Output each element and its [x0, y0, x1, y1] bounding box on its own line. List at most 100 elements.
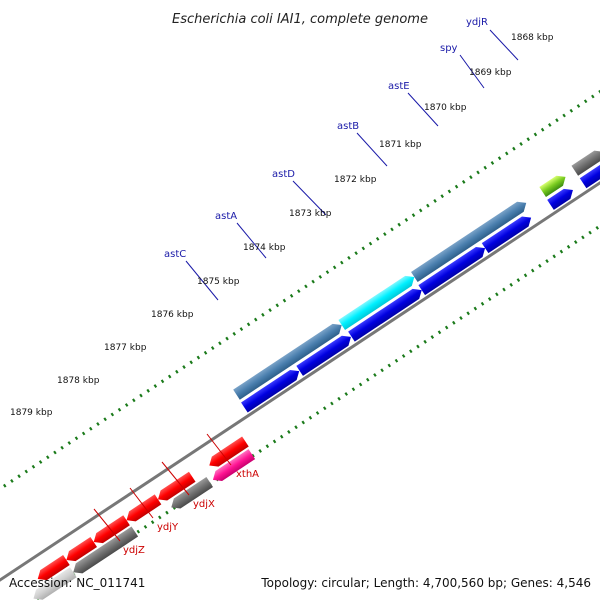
tick-mark: [588, 230, 592, 235]
tick-mark: [232, 331, 236, 336]
leader-line: [407, 92, 439, 127]
forward-gene-arrow: [571, 150, 600, 176]
tick-mark: [426, 203, 430, 208]
tick-mark: [509, 282, 513, 287]
leader-line: [129, 487, 154, 519]
tick-mark: [10, 479, 14, 483]
tick-mark: [38, 460, 43, 464]
forward-gene-arrow: [539, 175, 566, 198]
tick-mark: [538, 263, 542, 268]
tick-mark: [483, 165, 487, 170]
tick-mark: [287, 430, 291, 434]
tick-mark: [440, 194, 444, 199]
tick-mark: [153, 384, 158, 388]
tick-mark: [330, 401, 334, 406]
tick-mark: [454, 184, 459, 189]
gene-features: [33, 150, 600, 600]
tick-mark: [103, 417, 107, 422]
kbp-label: 1872 kbp: [334, 175, 377, 185]
tick-mark: [203, 350, 208, 355]
tick-mark: [397, 222, 401, 227]
tick-mark: [595, 225, 600, 230]
tick-mark: [60, 445, 64, 450]
leader-line: [489, 29, 519, 61]
tick-mark: [423, 339, 427, 344]
tick-mark: [332, 265, 337, 270]
tick-mark: [253, 317, 258, 322]
tick-mark: [297, 289, 301, 294]
tick-mark: [411, 213, 416, 218]
tick-mark: [368, 241, 373, 246]
tick-mark: [96, 422, 100, 426]
tick-mark: [46, 455, 50, 460]
forward-gene-arrow: [348, 288, 422, 342]
tick-mark: [124, 403, 129, 407]
tick-mark: [540, 127, 545, 132]
forward-gene-arrow: [296, 335, 351, 376]
tick-mark: [416, 344, 420, 349]
tick-mark: [189, 360, 193, 365]
tick-mark: [562, 113, 566, 118]
tick-mark: [322, 406, 327, 411]
tick-mark: [497, 156, 502, 161]
kbp-label: 1870 kbp: [424, 103, 467, 113]
tick-mark: [523, 273, 528, 278]
tick-mark: [401, 354, 406, 358]
tick-marks: [2, 89, 600, 600]
gene-label-astC: astC: [164, 249, 186, 260]
tick-mark: [545, 259, 549, 263]
kbp-label: 1877 kbp: [104, 343, 147, 353]
forward-gene-arrow: [338, 275, 415, 331]
tick-mark: [117, 407, 122, 412]
tick-mark: [519, 142, 523, 146]
reverse-gene-arrow: [212, 449, 256, 481]
tick-mark: [387, 363, 392, 368]
gene-label-astA: astA: [215, 211, 237, 222]
tick-mark: [344, 392, 349, 396]
tick-mark: [591, 94, 595, 99]
tick-mark: [533, 132, 538, 137]
tick-mark: [31, 464, 36, 469]
leader-line: [93, 508, 121, 542]
tick-mark: [261, 312, 265, 317]
tick-mark: [337, 396, 341, 401]
gene-label-astE: astE: [388, 81, 410, 92]
forward-gene-arrow: [241, 370, 300, 413]
tick-mark: [459, 316, 463, 320]
reverse-gene-arrow: [37, 555, 70, 581]
forward-gene-arrow: [411, 201, 527, 282]
leader-line: [185, 260, 219, 301]
tick-mark: [418, 208, 423, 213]
tick-mark: [461, 180, 466, 184]
tick-mark: [89, 426, 93, 431]
tick-mark: [516, 278, 521, 282]
reverse-gene-arrow: [66, 536, 98, 562]
tick-mark: [569, 108, 574, 113]
reverse-gene-arrow: [33, 567, 77, 600]
tick-mark: [490, 161, 495, 165]
tick-mark: [175, 369, 179, 374]
tick-mark: [160, 379, 165, 384]
forward-gene-arrow: [233, 323, 342, 400]
kbp-label: 1875 kbp: [197, 277, 240, 287]
tick-mark: [366, 377, 370, 382]
tick-mark: [275, 303, 280, 308]
tick-mark: [282, 298, 287, 303]
tick-mark: [480, 301, 485, 306]
tick-mark: [17, 474, 21, 479]
tick-mark: [146, 388, 150, 393]
tick-mark: [473, 306, 478, 311]
tick-mark: [390, 227, 394, 232]
tick-mark: [512, 146, 516, 151]
labels: 1868 kbp 1869 kbp 1870 kbp 1871 kbp 1872 kbp…: [10, 17, 554, 556]
tick-mark: [404, 217, 409, 222]
tick-mark: [447, 189, 452, 194]
tick-mark: [573, 240, 578, 245]
tick-mark: [552, 254, 556, 259]
tick-mark: [158, 515, 162, 520]
tick-mark: [576, 104, 581, 108]
tick-mark: [452, 320, 456, 325]
tick-mark: [289, 293, 294, 298]
tick-mark: [225, 336, 229, 341]
